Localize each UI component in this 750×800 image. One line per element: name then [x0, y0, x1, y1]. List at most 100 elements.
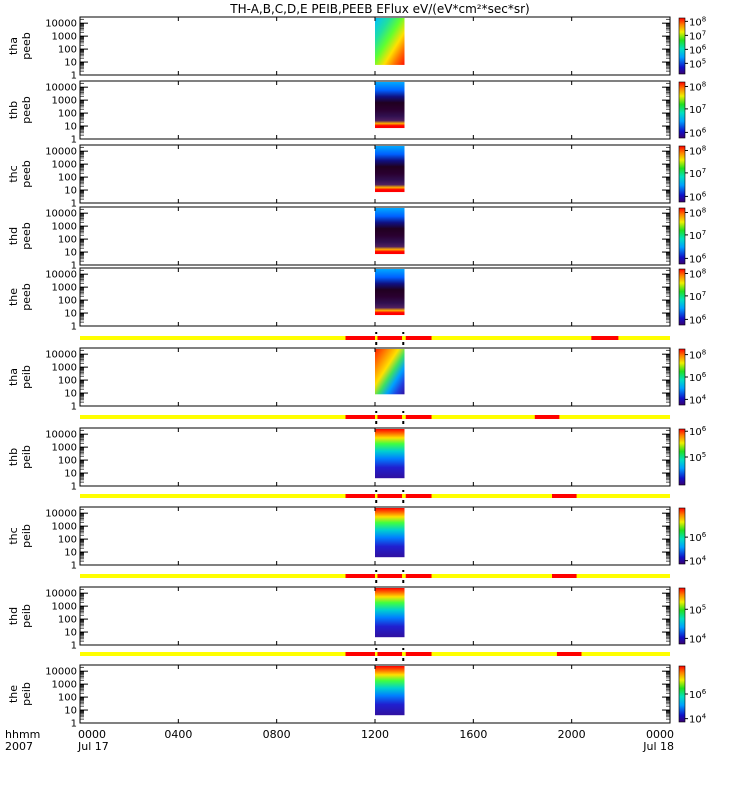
y-tick-label: 1 [71, 71, 77, 82]
y-tick-label: 1000 [52, 602, 77, 613]
colorbar-tick-label: 106 [689, 688, 707, 701]
y-tick-label: 100 [58, 173, 77, 184]
mode-bar-marker [375, 580, 378, 583]
y-tick-label: 100 [58, 535, 77, 546]
mode-bar [80, 411, 670, 424]
x-axis-label-year: 2007 [5, 740, 33, 753]
mode-bar-marker [375, 490, 378, 492]
y-tick-label: 10000 [45, 589, 77, 600]
mode-bar [80, 648, 670, 661]
spectrogram-block [375, 269, 405, 316]
mode-bar-interval [377, 652, 403, 656]
spectrogram-block [375, 588, 405, 638]
panel-the-peeb: 1 10 100 1000 10000 the peeb 108 107 106 [7, 267, 707, 332]
colorbar [678, 428, 686, 486]
colorbar-tick-label: 107 [689, 29, 706, 42]
colorbar-tick-label: 104 [689, 555, 707, 568]
mode-bar-marker [375, 570, 378, 572]
colorbar-tick-label: 108 [689, 267, 706, 280]
y-tick-label: 10000 [45, 83, 77, 94]
panel-thb-peib: 1 10 100 1000 10000 thb peib 106 105 [7, 425, 707, 492]
colorbar-tick-label: 106 [689, 43, 707, 56]
mode-bar-marker [375, 658, 378, 661]
x-tick-label: 0000 [78, 728, 106, 741]
y-tick-label: 10 [64, 469, 77, 480]
colorbar-tick-label: 106 [689, 190, 707, 203]
y-tick-label: 10 [64, 548, 77, 559]
y-tick-label: 1000 [52, 160, 77, 171]
colorbar-tick-label: 104 [689, 632, 707, 645]
mode-bar-marker [402, 490, 405, 492]
panel-species-label: peeb [20, 283, 33, 311]
colorbar-tick-label: 105 [689, 451, 706, 464]
mode-bar-marker [402, 580, 405, 583]
mode-bar-interval [552, 574, 577, 578]
spectrogram-block [375, 666, 405, 716]
y-tick-label: 10000 [45, 270, 77, 281]
mode-bar-marker [402, 421, 405, 424]
y-tick-label: 1000 [52, 96, 77, 107]
panel-species-label: peeb [20, 222, 33, 250]
mode-bar-marker [402, 570, 405, 572]
panel-thc-peeb: 1 10 100 1000 10000 thc peeb 108 107 106 [7, 144, 707, 209]
mode-bar-interval [345, 652, 375, 656]
y-tick-label: 1 [71, 135, 77, 146]
panel-probe-label: thb [7, 448, 20, 466]
mode-bar-interval [377, 494, 403, 498]
y-tick-label: 1 [71, 322, 77, 333]
mode-bar-marker [375, 411, 378, 413]
panel-probe-label: thc [7, 527, 20, 544]
x-tick-date-label: Jul 18 [642, 740, 674, 753]
y-tick-label: 100 [58, 45, 77, 56]
colorbar-tick-label: 106 [689, 531, 707, 544]
mode-bar-marker [402, 500, 405, 503]
y-tick-label: 1000 [52, 680, 77, 691]
x-tick-label: 0800 [263, 728, 291, 741]
y-tick-label: 10000 [45, 667, 77, 678]
colorbar-tick-label: 107 [689, 167, 706, 180]
colorbar-tick-label: 106 [689, 425, 707, 438]
panel-the-peib: 1 10 100 1000 10000 the peib 106 104 [7, 664, 707, 730]
colorbar-tick-label: 106 [689, 252, 707, 265]
colorbar-tick-label: 107 [689, 103, 706, 116]
colorbar-tick-label: 106 [689, 371, 707, 384]
mode-bar-interval [345, 574, 375, 578]
mode-bar-interval [556, 652, 582, 656]
spectrogram-block [375, 82, 405, 129]
x-tick-label: 1200 [361, 728, 389, 741]
spectrogram-block [375, 18, 405, 65]
y-tick-label: 1 [71, 402, 77, 413]
panel-probe-label: thd [7, 607, 20, 625]
y-tick-label: 1 [71, 261, 77, 272]
mode-bar-interval [591, 336, 619, 340]
mode-bar-marker [402, 342, 405, 345]
y-tick-label: 1000 [52, 222, 77, 233]
mode-bar-interval [345, 415, 375, 419]
y-tick-label: 100 [58, 109, 77, 120]
mode-bar [80, 570, 670, 583]
y-tick-label: 10 [64, 309, 77, 320]
mode-bar-marker [375, 648, 378, 650]
spectrogram-block [375, 349, 405, 395]
panel-species-label: peib [20, 682, 33, 706]
y-tick-label: 10 [64, 248, 77, 259]
panel-probe-label: thc [7, 165, 20, 182]
colorbar-tick-label: 108 [689, 80, 706, 93]
colorbar [678, 348, 686, 406]
panel-species-label: peeb [20, 160, 33, 188]
x-tick-label: 1600 [459, 728, 487, 741]
mode-bars [80, 332, 670, 661]
chart-title: TH-A,B,C,D,E PEIB,PEEB EFlux eV/(eV*cm²*… [229, 2, 529, 16]
panel-probe-label: the [7, 685, 20, 703]
colorbar [678, 268, 686, 326]
y-tick-label: 10 [64, 628, 77, 639]
colorbar [678, 507, 686, 565]
y-tick-label: 1 [71, 482, 77, 493]
spectrogram-block [375, 429, 405, 479]
mode-bar-marker [402, 648, 405, 650]
y-tick-label: 10 [64, 122, 77, 133]
mode-bar-marker [375, 421, 378, 424]
mode-bar-interval [534, 415, 560, 419]
x-tick-label: 0400 [164, 728, 192, 741]
